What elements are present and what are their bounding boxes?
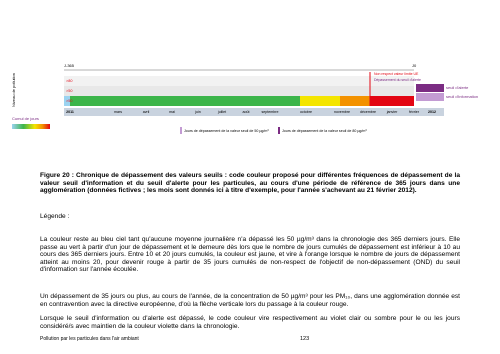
month-label: 2012 bbox=[428, 110, 436, 114]
month-label: mars bbox=[114, 110, 122, 114]
cumul-bar bbox=[12, 124, 50, 129]
info-box bbox=[416, 93, 444, 101]
month-label: octobre bbox=[300, 110, 312, 114]
band-red bbox=[370, 96, 414, 106]
figure: Niveau de pollution J-365 J0 Non respect… bbox=[11, 63, 478, 134]
band-row bbox=[64, 86, 414, 96]
paragraph: Un dépassement de 35 jours ou plus, au c… bbox=[40, 293, 460, 308]
right-label: seuil d'alerte bbox=[446, 85, 469, 90]
paragraph: La couleur reste au bleu ciel tant qu'au… bbox=[40, 236, 460, 274]
row-label: >80 bbox=[66, 79, 72, 83]
month-label: décembre bbox=[360, 110, 376, 114]
legend-item: Jours de dépassement de la valeur seuil … bbox=[282, 129, 367, 133]
month-label: août bbox=[243, 110, 250, 114]
month-label: février bbox=[409, 110, 420, 114]
cumul-label: Cumul de jours bbox=[12, 116, 39, 121]
band-yellow bbox=[300, 96, 340, 106]
month-label: mai bbox=[169, 110, 175, 114]
month-label: novembre bbox=[334, 110, 350, 114]
row-label: >50 bbox=[66, 89, 72, 93]
month-axis bbox=[64, 108, 444, 116]
month-label: avril bbox=[143, 110, 150, 114]
band-orange bbox=[340, 96, 370, 106]
month-label: juin bbox=[194, 110, 201, 114]
legend-swatch-50 bbox=[180, 127, 182, 134]
band-blue bbox=[64, 96, 70, 106]
page-number: 123 bbox=[300, 336, 310, 342]
footer-left: Pollution par les particules dans l'air … bbox=[40, 336, 139, 342]
legend-swatch-80 bbox=[278, 127, 280, 134]
band-green bbox=[70, 96, 300, 106]
start-label: J-365 bbox=[64, 63, 75, 68]
y-axis-label: Niveau de pollution bbox=[11, 73, 16, 107]
limit-note: Non respect valeur limite UE bbox=[374, 72, 419, 76]
paragraph: Lorsque le seuil d'information ou d'aler… bbox=[40, 315, 460, 330]
alert-note: Dépassement du seuil d'alerte bbox=[374, 78, 421, 82]
legend-item: Jours de dépassement de la valeur seuil … bbox=[184, 129, 269, 133]
month-label: janvier bbox=[386, 110, 398, 114]
end-label: J0 bbox=[412, 63, 417, 68]
row-label: >50 bbox=[66, 99, 72, 103]
month-label: septembre bbox=[262, 110, 279, 114]
month-label: 2011 bbox=[66, 110, 74, 114]
month-label: juillet bbox=[217, 110, 226, 114]
legend-heading: Légende : bbox=[40, 213, 70, 220]
alert-box bbox=[416, 84, 444, 92]
right-label: seuil d'information bbox=[446, 94, 478, 99]
caption: Figure 20 : Chronique de dépassement des… bbox=[40, 172, 460, 195]
